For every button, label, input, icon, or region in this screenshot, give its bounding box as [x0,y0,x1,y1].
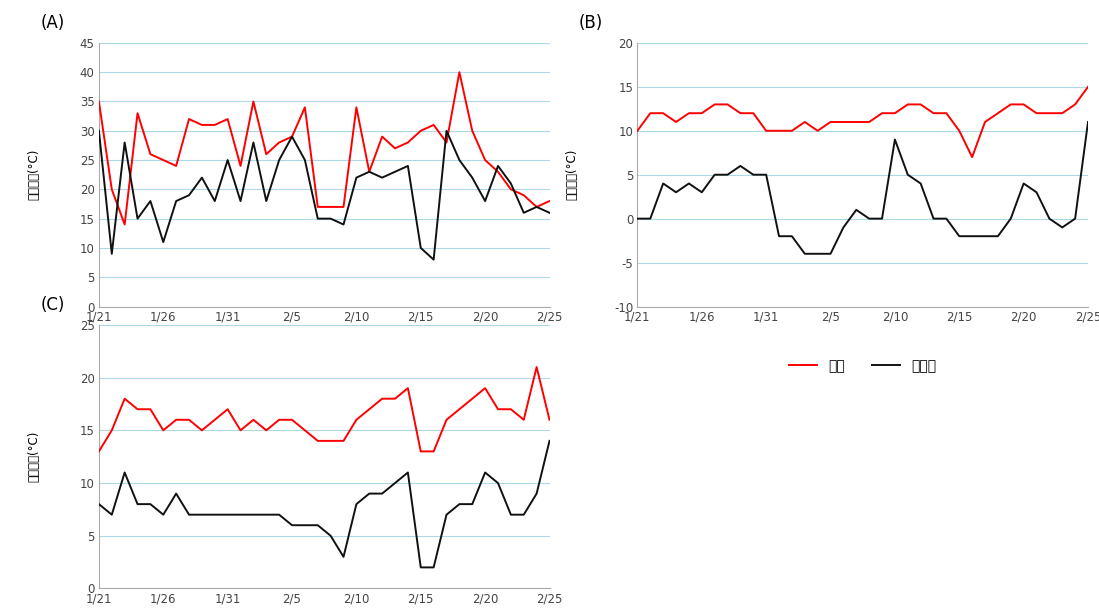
Text: (B): (B) [579,14,603,32]
Y-axis label: 평균온도(°C): 평균온도(°C) [27,431,41,482]
Legend: 가온, 무가온: 가온, 무가온 [245,609,403,613]
Legend: 가온, 무가온: 가온, 무가온 [784,354,942,379]
Y-axis label: 최고온도(°C): 최고온도(°C) [27,149,41,200]
Text: (C): (C) [41,296,65,314]
Legend: 가온, 무가온: 가온, 무가온 [245,327,403,352]
Y-axis label: 최저온도(°C): 최저온도(°C) [566,149,579,200]
Text: (A): (A) [41,14,65,32]
